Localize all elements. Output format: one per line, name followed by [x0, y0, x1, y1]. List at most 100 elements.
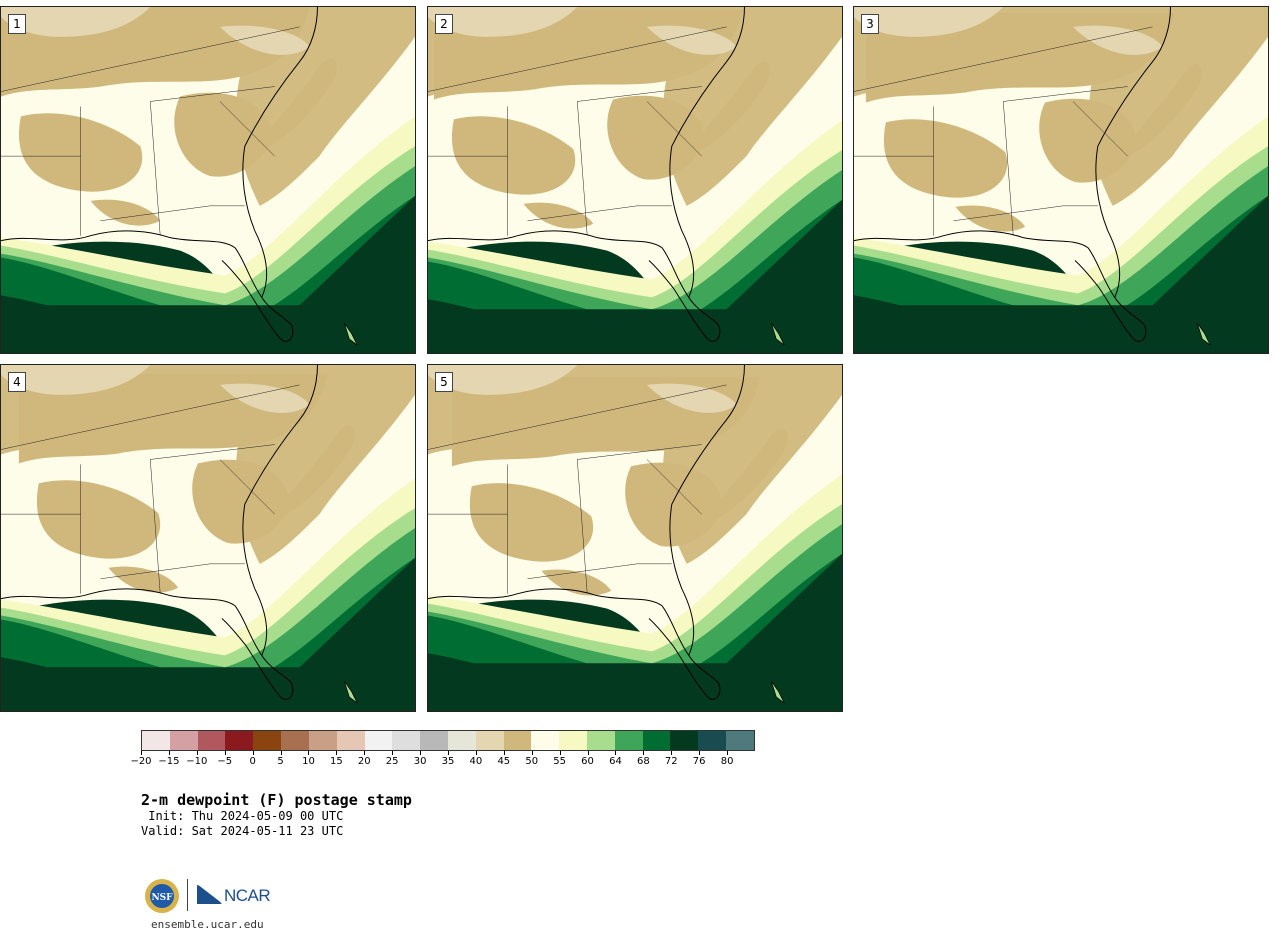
colorbar-tick: [308, 751, 310, 755]
moisture-band: [1, 508, 415, 670]
colorbar-tick-label: 5: [277, 756, 284, 767]
moisture-band: [428, 150, 842, 312]
nsf-text: NSF: [151, 893, 173, 903]
dry-air-patch: [700, 428, 788, 527]
atlantic-coastline: [242, 7, 318, 298]
colorbar-tick: [141, 751, 142, 755]
pale-dry-patch: [646, 25, 737, 55]
colorbar-swatch: [475, 731, 504, 750]
colorbar: [141, 730, 755, 751]
gulf-coastline: [428, 230, 721, 342]
colorbar-tick-label: −15: [158, 756, 180, 767]
colorbar-tick: [420, 751, 422, 755]
stamp-panel: 1: [0, 6, 416, 354]
dry-air-patch: [469, 483, 594, 562]
moisture-band: [1, 528, 415, 688]
moisture-band: [428, 170, 842, 330]
colorbar-tick: [587, 751, 589, 755]
panel-label: 4: [8, 372, 26, 392]
gulf-coastline: [1, 588, 294, 700]
stamp-panel: 5: [427, 364, 843, 712]
bahamas-island: [344, 322, 358, 346]
colorbar-swatch: [253, 731, 282, 750]
atlantic-coastline: [669, 365, 745, 656]
moisture-band: [1, 166, 415, 326]
colorbar-tick: [503, 751, 505, 755]
colorbar-tick-label: 72: [664, 756, 678, 767]
dry-air-patch: [1114, 64, 1202, 163]
dry-air-patch: [625, 462, 722, 547]
colorbar-swatch: [142, 731, 170, 750]
colorbar-tick: [615, 751, 617, 755]
colorbar-tick-label: 35: [441, 756, 455, 767]
colorbar-tick-label: −5: [217, 756, 233, 767]
atlantic-coastline: [1095, 7, 1171, 298]
atlantic-coastline: [669, 7, 745, 298]
colorbar-tick: [224, 751, 226, 755]
colorbar-tick: [392, 751, 394, 755]
panel-label: 5: [435, 372, 453, 392]
colorbar-tick-label: −10: [186, 756, 208, 767]
colorbar-swatch: [225, 731, 254, 750]
colorbar-tick-label: 76: [692, 756, 706, 767]
colorbar-tick: [671, 751, 673, 755]
moisture-band: [1, 146, 415, 308]
pale-dry-patch: [428, 7, 578, 37]
pale-dry-patch: [1, 7, 151, 37]
valid-time: Valid: Sat 2024-05-11 23 UTC: [141, 824, 344, 838]
colorbar-tick-label: 15: [329, 756, 343, 767]
dry-air-patch: [36, 480, 161, 559]
dewpoint-map: [428, 365, 842, 711]
dry-air-patch: [607, 95, 704, 180]
moisture-band: [854, 146, 1268, 308]
panel-label: 1: [8, 14, 26, 34]
colorbar-tick-label: 45: [497, 756, 511, 767]
gulf-coastline: [428, 588, 721, 700]
colorbar-swatch: [336, 731, 365, 750]
stamp-panel: 4: [0, 364, 416, 712]
colorbar-tick-label: 30: [413, 756, 427, 767]
moisture-band: [1, 116, 415, 296]
dewpoint-map: [854, 7, 1268, 353]
init-time: Init: Thu 2024-05-09 00 UTC: [141, 809, 344, 823]
colorbar-tick-label: 55: [553, 756, 566, 767]
colorbar-tick-label: 25: [385, 756, 399, 767]
colorbar-tick: [196, 751, 198, 755]
colorbar-swatch: [726, 731, 754, 750]
dry-air-patch: [90, 199, 161, 226]
colorbar-tick: [364, 751, 366, 755]
moisture-band: [854, 116, 1268, 296]
bahamas-island: [771, 680, 785, 704]
colorbar-tick-label: 50: [525, 756, 539, 767]
state-borders: [1, 384, 300, 594]
colorbar-tick-label: 64: [609, 756, 622, 767]
pale-dry-patch: [646, 383, 737, 413]
dry-air-patch: [541, 569, 612, 596]
gulf-coastline: [854, 230, 1147, 342]
colorbar-swatch: [670, 731, 699, 750]
colorbar-swatch: [420, 731, 448, 750]
moisture-band: [1, 557, 415, 711]
colorbar-tick: [475, 751, 477, 755]
colorbar-tick-label: −20: [130, 756, 152, 767]
pale-dry-patch: [854, 7, 1004, 37]
pale-dry-patch: [428, 365, 578, 395]
colorbar-swatch: [392, 731, 421, 750]
colorbar-swatch: [169, 731, 198, 750]
dry-air-patch: [1039, 98, 1136, 183]
colorbar-tick: [559, 751, 561, 755]
moisture-band: [428, 474, 842, 654]
bahamas-island: [771, 322, 785, 346]
logo-divider: [187, 879, 188, 911]
dry-air-patch: [883, 119, 1008, 198]
dry-air-patch: [174, 92, 271, 177]
moisture-band: [428, 553, 842, 711]
colorbar-tick-label: 80: [720, 756, 734, 767]
dewpoint-map: [1, 7, 415, 353]
colorbar-swatch: [364, 731, 393, 750]
colorbar-tick: [448, 751, 449, 755]
moisture-band: [1, 195, 415, 353]
colorbar-tick: [643, 751, 645, 755]
atlantic-coastline: [242, 365, 318, 656]
nsf-ncar-logo: NSF NCAR: [144, 876, 274, 916]
